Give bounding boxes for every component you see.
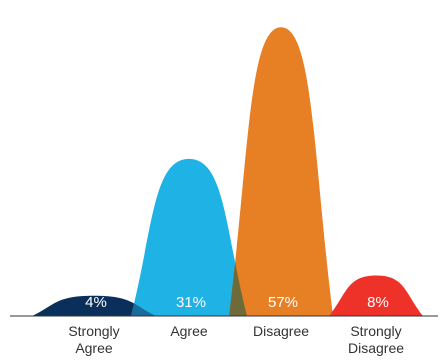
bar-strongly-disagree [329,275,423,316]
category-label-strongly-agree: Strongly Agree [68,323,119,356]
category-label-agree: Agree [170,323,208,339]
category-label-strongly-disagree: Strongly Disagree [348,323,404,356]
category-label-disagree: Disagree [253,323,309,339]
bar-strongly-agree [32,295,156,316]
bar-agree [131,158,247,316]
value-label-agree: 31% [176,294,206,311]
value-label-disagree: 57% [268,294,298,311]
bar-disagree [229,27,333,316]
value-label-strongly-disagree: 8% [367,294,389,311]
value-label-strongly-agree: 4% [85,294,107,311]
